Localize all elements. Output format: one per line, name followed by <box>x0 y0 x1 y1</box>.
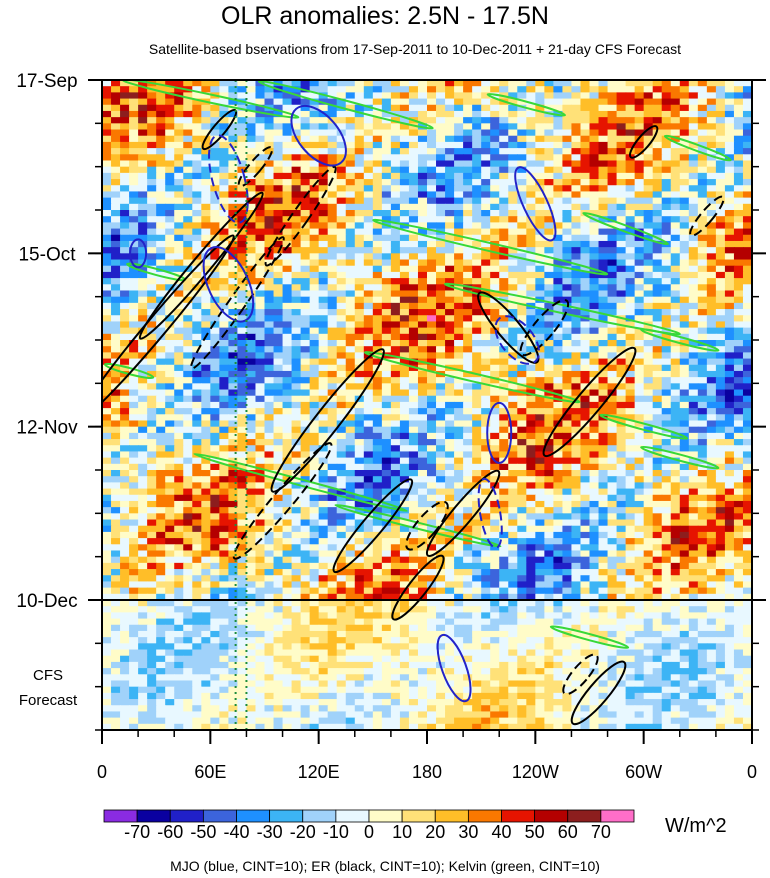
colorbar-label: -60 <box>157 822 183 842</box>
colorbar-label: 40 <box>491 822 511 842</box>
kelvin-contour <box>193 452 408 512</box>
colorbar-label: -20 <box>290 822 316 842</box>
mjo-contour <box>129 238 148 269</box>
colorbar-swatch <box>103 809 138 823</box>
er-contour <box>270 348 385 493</box>
er-contour <box>190 236 285 370</box>
er-contour <box>391 554 445 621</box>
x-tick-label: 0 <box>97 762 107 782</box>
kelvin-contour <box>444 282 681 336</box>
chart-subtitle: Satellite-based bservations from 17-Sep-… <box>148 41 682 57</box>
colorbar: -70 -60 -50 -40 -30 -20 -10 0 10 20 30 40 50 60 70 <box>103 809 635 842</box>
colorbar-swatch <box>368 809 403 823</box>
kelvin-contour <box>257 80 434 130</box>
colorbar-swatch <box>567 809 602 823</box>
colorbar-swatch <box>169 809 204 823</box>
olr-heatmap <box>102 80 752 730</box>
colorbar-label: 0 <box>364 822 374 842</box>
kelvin-contour <box>486 93 566 117</box>
colorbar-label: 10 <box>392 822 412 842</box>
mjo-contour <box>436 633 472 703</box>
colorbar-label: -70 <box>124 822 150 842</box>
kelvin-contour <box>640 445 720 470</box>
colorbar-label: 30 <box>458 822 478 842</box>
kelvin-contour <box>363 351 581 404</box>
y-tick-label: 10-Dec <box>16 591 77 612</box>
colorbar-swatch <box>302 809 337 823</box>
mjo-contour <box>208 134 249 224</box>
colorbar-label: -50 <box>190 822 216 842</box>
colorbar-units: W/m^2 <box>665 815 727 837</box>
er-contour <box>425 469 501 557</box>
colorbar-label: 50 <box>525 822 545 842</box>
kelvin-contour <box>640 328 720 352</box>
colorbar-label: 70 <box>591 822 611 842</box>
colorbar-label: 60 <box>558 822 578 842</box>
kelvin-contour <box>582 211 669 246</box>
x-tick-label: 120E <box>298 762 340 782</box>
er-contour <box>405 500 449 551</box>
x-tick-label: 60W <box>625 762 662 782</box>
mjo-contour <box>202 246 255 323</box>
chart-title: OLR anomalies: 2.5N - 17.5N <box>221 2 549 30</box>
colorbar-label: -10 <box>323 822 349 842</box>
kelvin-contour <box>599 413 689 440</box>
kelvin-contour <box>663 134 732 162</box>
kelvin-contour <box>372 218 609 276</box>
y-tick-label: 12-Nov <box>16 418 78 439</box>
x-tick-label: 0 <box>747 762 757 782</box>
contour-legend: MJO (blue, CINT=10); ER (black, CINT=10)… <box>170 858 600 874</box>
er-contour <box>138 191 264 340</box>
y-tick-label: 17-Sep <box>16 71 77 92</box>
colorbar-swatch <box>202 809 237 823</box>
x-tick-label: 120W <box>512 762 559 782</box>
x-tick-label: 60E <box>194 762 226 782</box>
colorbar-swatch <box>401 809 436 823</box>
forecast-label: CFS <box>33 667 63 684</box>
wave-filter-contours <box>102 80 732 726</box>
axes: 0 60E 120E 180 120W 60W 0 17-Sep 15-Oct 12-Nov 10-… <box>16 71 766 782</box>
er-contour <box>562 653 599 696</box>
er-contour <box>232 442 333 560</box>
er-contour <box>264 165 337 267</box>
colorbar-swatch <box>600 809 635 823</box>
er-contour <box>570 660 627 726</box>
er-contour <box>519 299 570 357</box>
reference-lines <box>234 80 248 730</box>
kelvin-contour <box>121 80 300 119</box>
colorbar-label: 20 <box>425 822 445 842</box>
y-tick-label: 15-Oct <box>18 244 76 265</box>
colorbar-label: -30 <box>257 822 283 842</box>
colorbar-swatch <box>434 809 469 823</box>
colorbar-swatch <box>236 809 271 823</box>
mjo-contour <box>477 477 503 549</box>
colorbar-swatch <box>501 809 536 823</box>
er-contour <box>542 346 637 458</box>
mjo-contour <box>494 315 541 365</box>
er-contour <box>629 125 659 159</box>
colorbar-swatch <box>269 809 304 823</box>
colorbar-label: -40 <box>223 822 249 842</box>
forecast-label: Forecast <box>19 692 78 709</box>
er-contour <box>237 146 274 188</box>
colorbar-swatch <box>136 809 171 823</box>
kelvin-contour <box>549 625 630 649</box>
er-contour <box>689 195 725 237</box>
x-tick-label: 180 <box>412 762 442 782</box>
colorbar-swatch <box>335 809 370 823</box>
colorbar-swatch <box>467 809 502 823</box>
colorbar-swatch <box>534 809 569 823</box>
mjo-contour <box>514 166 557 242</box>
er-contour <box>477 291 540 364</box>
er-contour <box>332 478 414 574</box>
mjo-contour <box>486 401 513 464</box>
mjo-contour <box>290 104 347 167</box>
kelvin-contour <box>334 503 502 548</box>
